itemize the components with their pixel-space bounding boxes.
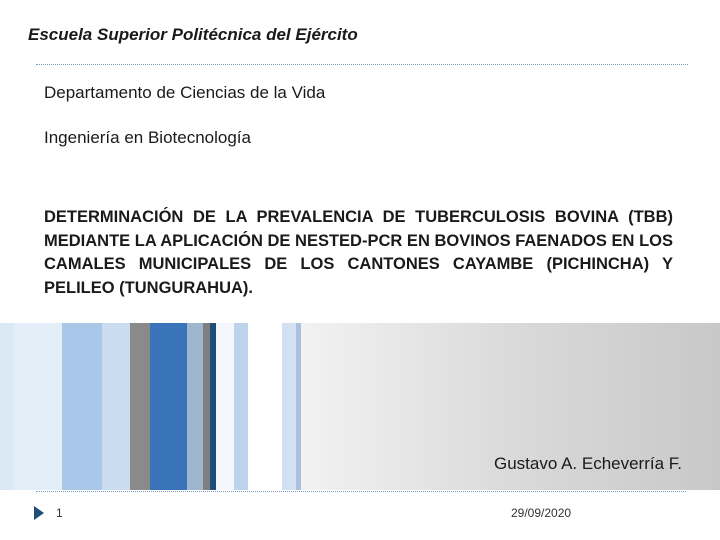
author-name: Gustavo A. Echeverría F.	[493, 454, 682, 473]
decorative-stripe	[248, 323, 282, 490]
decorative-stripe	[210, 323, 216, 490]
slide-number: 1	[56, 506, 63, 520]
decorative-stripe	[296, 323, 301, 490]
decorative-stripe-band	[0, 323, 720, 490]
decorative-stripe	[216, 323, 234, 490]
slide-date: 29/09/2020	[511, 506, 572, 520]
decorative-stripe	[187, 323, 203, 490]
decorative-stripe	[282, 323, 296, 490]
footer-divider	[36, 491, 686, 492]
department-name: Departamento de Ciencias de la Vida	[44, 83, 326, 102]
decorative-stripe	[0, 323, 14, 490]
career-name: Ingeniería en Biotecnología	[44, 128, 251, 147]
decorative-stripe	[102, 323, 130, 490]
decorative-stripe	[203, 323, 210, 490]
decorative-stripe	[62, 323, 102, 490]
decorative-stripe	[130, 323, 150, 490]
decorative-stripe	[150, 323, 187, 490]
triangle-marker-icon	[34, 506, 44, 520]
school-name: Escuela Superior Politécnica del Ejércit…	[28, 25, 358, 44]
decorative-stripe	[234, 323, 248, 490]
header-divider	[36, 64, 688, 65]
thesis-title: DETERMINACIÓN DE LA PREVALENCIA DE TUBER…	[44, 208, 673, 297]
decorative-stripe	[14, 323, 62, 490]
